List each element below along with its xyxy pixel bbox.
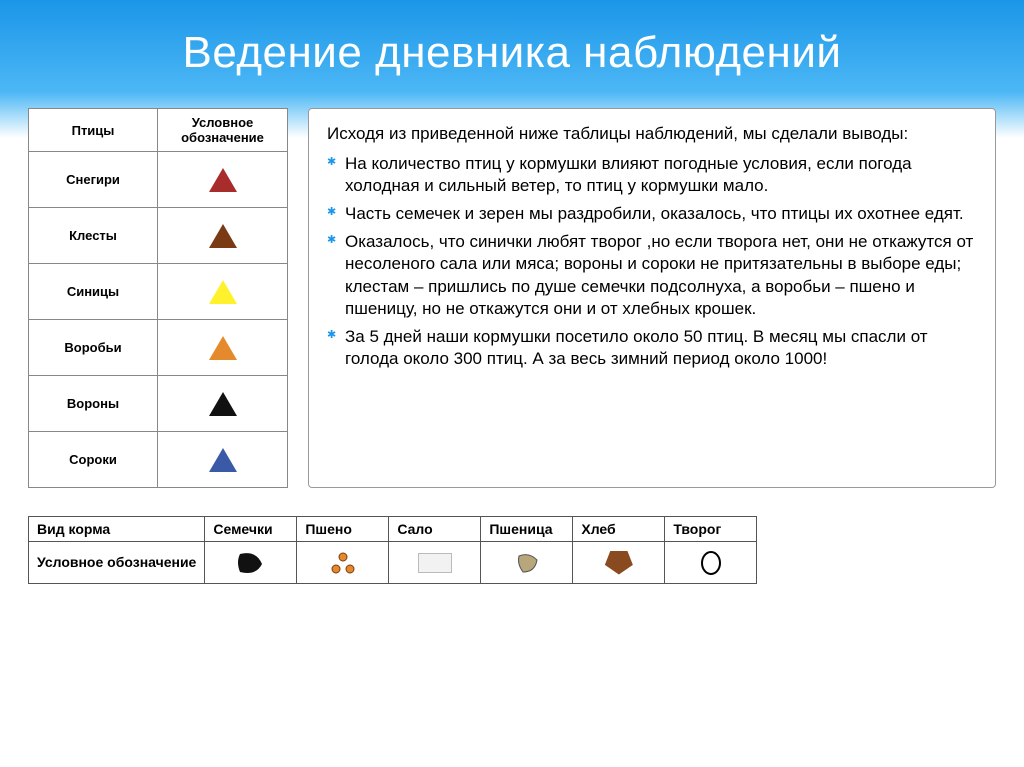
bird-symbol <box>158 152 288 208</box>
triangle-icon <box>209 224 237 248</box>
triangle-icon <box>209 336 237 360</box>
dots-icon <box>328 550 358 576</box>
food-symbol <box>665 542 757 584</box>
food-symbol <box>481 542 573 584</box>
slide-title: Ведение дневника наблюдений <box>0 0 1024 78</box>
bullets-list: На количество птиц у кормушки влияют пог… <box>327 153 977 370</box>
food-symbol <box>297 542 389 584</box>
bullet-item: Часть семечек и зерен мы раздробили, ока… <box>327 203 977 225</box>
bullet-item: На количество птиц у кормушки влияют пог… <box>327 153 977 197</box>
birds-row: Синицы <box>29 264 288 320</box>
birds-legend-table: Птицы Условное обозначение СнегириКлесты… <box>28 108 288 488</box>
bird-name: Клесты <box>29 208 158 264</box>
grain-icon <box>513 550 541 576</box>
bird-symbol <box>158 264 288 320</box>
food-name: Пшено <box>297 517 389 542</box>
rect-icon <box>418 553 452 573</box>
birds-row: Сороки <box>29 432 288 488</box>
bird-symbol <box>158 432 288 488</box>
food-name: Хлеб <box>573 517 665 542</box>
birds-row: Вороны <box>29 376 288 432</box>
intro-text: Исходя из приведенной ниже таблицы наблю… <box>327 123 977 145</box>
bullet-item: Оказалось, что синички любят творог ,но … <box>327 231 977 319</box>
triangle-icon <box>209 392 237 416</box>
bird-name: Синицы <box>29 264 158 320</box>
seed-icon <box>236 550 266 576</box>
food-row1-label: Вид корма <box>29 517 205 542</box>
food-symbol <box>573 542 665 584</box>
bird-symbol <box>158 376 288 432</box>
bird-name: Воробьи <box>29 320 158 376</box>
bird-symbol <box>158 320 288 376</box>
food-name: Сало <box>389 517 481 542</box>
triangle-icon <box>209 448 237 472</box>
birds-row: Воробьи <box>29 320 288 376</box>
birds-col2-header: Условное обозначение <box>158 109 288 152</box>
triangle-icon <box>209 168 237 192</box>
bird-name: Сороки <box>29 432 158 488</box>
pentagon-icon <box>605 551 633 575</box>
food-row2-label: Условное обозначение <box>29 542 205 584</box>
food-name: Семечки <box>205 517 297 542</box>
bird-name: Снегири <box>29 152 158 208</box>
bird-symbol <box>158 208 288 264</box>
food-name: Пшеница <box>481 517 573 542</box>
oval-icon <box>698 550 724 576</box>
birds-row: Клесты <box>29 208 288 264</box>
food-name: Творог <box>665 517 757 542</box>
food-symbol <box>205 542 297 584</box>
observations-text-box: Исходя из приведенной ниже таблицы наблю… <box>308 108 996 488</box>
bullet-item: За 5 дней наши кормушки посетило около 5… <box>327 326 977 370</box>
food-legend-table: Вид корма СемечкиПшеноСалоПшеницаХлебТво… <box>28 516 757 584</box>
birds-row: Снегири <box>29 152 288 208</box>
triangle-icon <box>209 280 237 304</box>
food-symbol <box>389 542 481 584</box>
birds-col1-header: Птицы <box>29 109 158 152</box>
bird-name: Вороны <box>29 376 158 432</box>
